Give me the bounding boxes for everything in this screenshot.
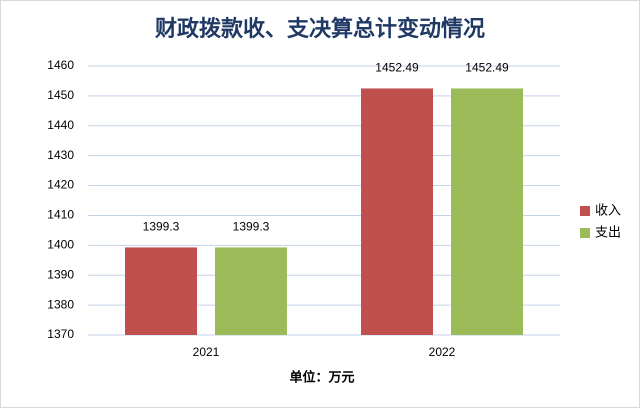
y-tick-label: 1420 xyxy=(47,178,74,192)
value-label: 1399.3 xyxy=(233,220,270,234)
x-axis-label: 单位：万元 xyxy=(289,369,354,384)
y-tick-label: 1390 xyxy=(47,267,74,281)
y-tick-label: 1440 xyxy=(47,118,74,132)
bar xyxy=(125,247,197,335)
legend-swatch xyxy=(580,206,590,216)
value-label: 1452.49 xyxy=(465,61,509,75)
x-tick-label: 2022 xyxy=(429,345,456,359)
y-tick-label: 1400 xyxy=(47,238,74,252)
value-label: 1452.49 xyxy=(375,61,419,75)
legend-label: 支出 xyxy=(595,224,621,239)
x-tick-label: 2021 xyxy=(193,345,220,359)
chart-title: 财政拨款收、支决算总计变动情况 xyxy=(155,16,485,42)
y-tick-label: 1450 xyxy=(47,88,74,102)
y-tick-label: 1370 xyxy=(47,327,74,341)
bar xyxy=(215,247,287,335)
value-label: 1399.3 xyxy=(143,220,180,234)
y-tick-label: 1460 xyxy=(47,58,74,72)
bar xyxy=(451,88,523,335)
y-tick-label: 1380 xyxy=(47,297,74,311)
legend-label: 收入 xyxy=(595,202,621,217)
y-tick-label: 1410 xyxy=(47,208,74,222)
bar xyxy=(361,88,433,335)
legend-swatch xyxy=(580,228,590,238)
y-tick-label: 1430 xyxy=(47,148,74,162)
